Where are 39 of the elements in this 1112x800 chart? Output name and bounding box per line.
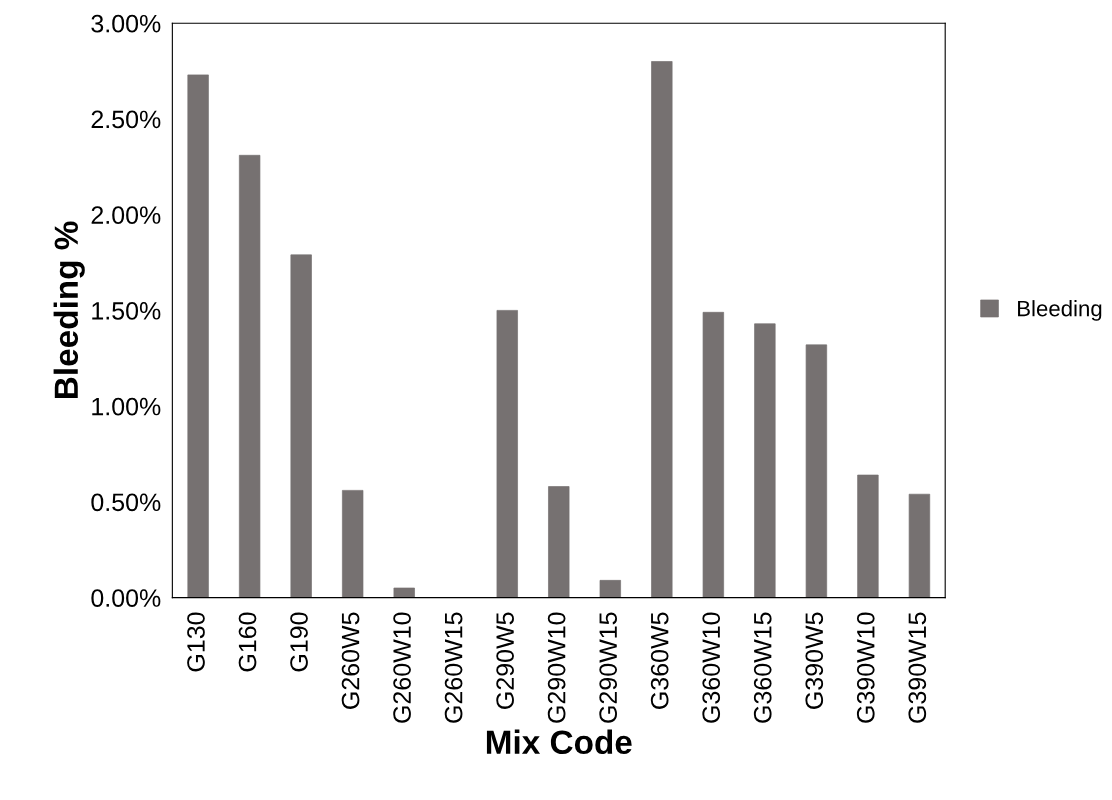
- y-tick-label: 0.50%: [91, 493, 161, 512]
- x-tick-label: G260W5: [341, 612, 360, 709]
- x-tick-label: G360W15: [753, 612, 772, 723]
- x-tick-label: G290W15: [599, 612, 618, 723]
- bar: [342, 490, 364, 598]
- bar: [805, 344, 828, 598]
- y-tick-label: 0.00%: [91, 589, 161, 607]
- bar: [238, 154, 261, 598]
- y-tick-label: 1.50%: [92, 302, 161, 320]
- y-tick-label: 2.50%: [91, 110, 161, 129]
- y-axis-title: Bleeding %: [53, 221, 85, 398]
- bar: [651, 61, 673, 598]
- bar: [754, 323, 776, 598]
- x-tick-label: G390W15: [908, 612, 927, 723]
- x-tick-label: G260W10: [393, 612, 411, 723]
- x-tick-label: G260W15: [444, 612, 463, 723]
- x-tick-label: G390W10: [856, 612, 875, 723]
- x-tick-label: G190: [290, 612, 308, 672]
- x-tick-label: G360W5: [650, 612, 669, 709]
- bar: [908, 493, 931, 598]
- bar: [702, 311, 724, 598]
- x-axis-title: Mix Code: [486, 729, 632, 755]
- x-tick-label: G360W10: [702, 612, 721, 723]
- x-tick-label: G290W10: [547, 612, 566, 723]
- bar: [393, 587, 415, 598]
- y-tick-label: 3.00%: [91, 14, 161, 33]
- x-tick-label: G160: [238, 612, 257, 672]
- bar: [857, 474, 879, 598]
- bar: [496, 310, 518, 598]
- y-tick-label: 2.00%: [91, 206, 161, 224]
- bar: [548, 486, 570, 598]
- legend-label: Bleeding: [1018, 300, 1102, 321]
- bar: [187, 74, 209, 598]
- bar: [290, 254, 312, 598]
- x-tick-label: G130: [187, 612, 205, 672]
- x-tick-label: G290W5: [496, 612, 514, 709]
- x-tick-label: G390W5: [805, 612, 824, 709]
- bar: [599, 580, 621, 598]
- y-tick-label: 1.00%: [92, 397, 161, 416]
